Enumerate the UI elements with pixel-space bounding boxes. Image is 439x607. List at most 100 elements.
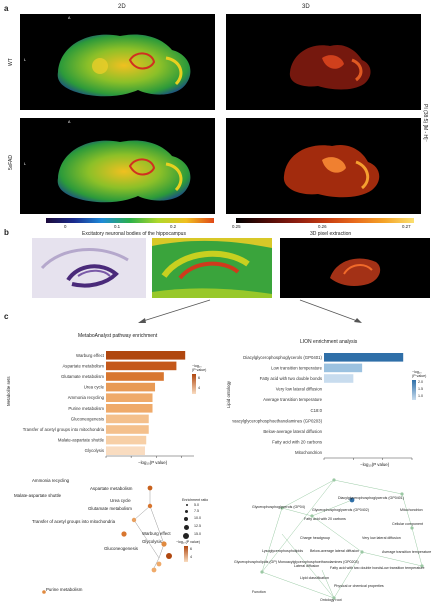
metabo-bar <box>106 404 153 413</box>
axis-l-marker-wt: L <box>24 58 26 62</box>
msi-2d-5xfad-image <box>20 118 215 214</box>
network-right-label-1: Glycerophosphoglycerols (GP04) <box>252 505 305 509</box>
metabo-ylabel: Metabolite sets <box>6 376 11 406</box>
colorbar-3d-tick-1: 0.26 <box>318 224 327 229</box>
lion-x-tick-label: 1 <box>352 461 355 462</box>
column-3d-label: 3D <box>302 4 310 10</box>
metabo-x-tick-label: 0 <box>105 459 108 460</box>
metabo-category-label: Ammonia recycling <box>68 395 105 400</box>
metabo-category-label: Glutamate metabolism <box>61 374 104 379</box>
row-wt-label: WT <box>8 58 14 66</box>
metabo-legend-tick-1: 4 <box>198 386 200 390</box>
colorbar-2d-tick-1: 0.1 <box>114 224 121 229</box>
network-left-p-title: −log₁₀(P value) <box>176 540 200 544</box>
colorbar-3d-tick-0: 0.25 <box>232 224 241 229</box>
lion-title: LION enrichment analysis <box>300 339 358 345</box>
network-left-label-1: Aspartate metabolism <box>90 486 133 491</box>
node-glycolysis <box>156 561 162 567</box>
network-right-label-4: Cellular component <box>392 522 423 526</box>
metabo-legend-gradient <box>192 374 196 394</box>
lion-xlabel: −log₁₀(P value) <box>360 462 390 467</box>
network-right-label-6: Charge headgroup <box>300 536 330 540</box>
network-right-label-7: Very low lateral diffusion <box>362 536 401 540</box>
metabo-category-label: Glycolysis <box>85 448 104 453</box>
panel-a-label: a <box>4 4 9 13</box>
enrichment-ratio-dots <box>183 504 192 540</box>
metabo-legend-title: −log₁₀ (P value) <box>192 364 207 373</box>
node-gluconeogenesis <box>151 567 157 573</box>
metabo-bar <box>106 351 186 360</box>
pixel-extraction-3d-image <box>280 238 430 298</box>
network-right-label-12: Monoacylglycerophosphoethanolamines (GP0… <box>278 560 359 564</box>
metabo-title: MetaboAnalyst pathway enrichment <box>78 333 158 339</box>
network-right-label-17: Physical or chemical properties <box>334 584 384 588</box>
metabo-category-label: Gluconeogenesis <box>71 416 104 421</box>
lion-category-label: Average transition temperature <box>263 397 323 402</box>
metabo-bar <box>106 361 177 371</box>
ion-side-label: PI (38:5) [M - H]⁻ <box>422 104 428 143</box>
enrichment-tick-3: 12.5 <box>194 524 201 528</box>
network-left-label-9: Purine metabolism <box>46 587 83 592</box>
network-right-label-14: Fatty acid with two double bonds <box>330 566 383 570</box>
lion-category-label: Diacylglycerophosphoglycerols (GP0401) <box>243 355 322 360</box>
lion-ylabel: Lipid ontology <box>226 380 231 408</box>
metabo-xlabel: −log₁₀(P value) <box>138 460 168 465</box>
network-left-p-tick-0: 6 <box>190 547 192 551</box>
hippocampus-stain <box>32 238 146 298</box>
network-right-label-16: Lipid classification <box>300 576 329 580</box>
panel-c-label: c <box>4 312 9 321</box>
hippocampus-msi <box>152 238 272 298</box>
lion-category-label: Monoacylglycerophosphoethanolamines (GP0… <box>232 418 323 423</box>
lion-legend-tick-2: 1.0 <box>418 394 423 398</box>
enrichment-ratio-title: Enrichment ratio <box>182 498 209 502</box>
network-right-label-2: Glycerophosphoglycerols (GP0402) <box>312 508 369 512</box>
node-warburg <box>166 553 172 559</box>
network-left-label-3: Urea cycle <box>110 498 131 503</box>
network-right-label-3: Mitochondrion <box>400 508 423 512</box>
panel-b-arrows <box>138 299 362 323</box>
metabo-network <box>42 485 172 594</box>
metabo-bar-chart: Warburg effect Aspartate metabolism Glutam… <box>23 351 194 460</box>
brain-section-2d-wt <box>57 34 191 97</box>
network-right-label-5: Fatty acid with 20 carbons <box>304 517 346 521</box>
metabo-category-label: Urea cycle <box>84 385 105 390</box>
colorbar-2d-tick-0: 0 <box>64 224 67 229</box>
lion-category-label: Below-average lateral diffusion <box>263 429 322 434</box>
metabo-bar <box>106 414 149 424</box>
network-left-label-7: Glycolysis <box>142 539 162 544</box>
lion-category-label: Fatty acid with two double bonds <box>260 376 322 381</box>
brain-volume-3d-wt <box>289 44 371 90</box>
metabo-category-label: Malate-aspartate shuttle <box>58 438 105 443</box>
lion-bar <box>324 353 404 362</box>
network-right-label-15: Low transition temperature <box>382 566 425 570</box>
column-2d-label: 2D <box>118 4 126 10</box>
lion-x-tick-label: 0 <box>323 461 326 462</box>
network-right-label-0: Diacylglycerophosphoglycerols (GP0401) <box>338 496 404 500</box>
metabo-category-label: Purine metabolism <box>68 406 104 411</box>
node-aspartate <box>147 503 153 509</box>
network-left-label-6: Warburg effect <box>142 531 171 536</box>
axis-l-marker-5xfad: L <box>24 162 26 166</box>
lion-bar <box>324 363 363 373</box>
enrichment-tick-4: 15.0 <box>194 532 201 536</box>
lion-bar <box>324 374 354 383</box>
metabo-bar <box>106 372 164 381</box>
network-right-label-9: Below-average lateral diffusion <box>310 549 360 553</box>
node-urea <box>131 517 137 523</box>
axis-a-marker-wt: A <box>68 16 71 20</box>
network-left-label-2: Malate-aspartate shuttle <box>14 493 62 498</box>
network-right-label-11: Glycerophospholipids (GP) <box>234 560 277 564</box>
metabo-legend-tick-0: 6 <box>198 376 200 380</box>
metabo-bar <box>106 446 145 455</box>
lion-category-label: Mitochondrion <box>295 450 323 455</box>
brain-volume-3d-5xfad <box>283 144 380 198</box>
metabo-bar <box>106 435 147 445</box>
lion-category-label: Very low lateral diffusion <box>276 387 323 392</box>
lion-legend-gradient <box>412 380 416 400</box>
network-right-label-10: Average transition temperature <box>382 550 432 554</box>
node-purine <box>42 590 46 594</box>
enrichment-tick-0: 5.0 <box>194 503 199 507</box>
msi-3d-5xfad-image <box>226 118 421 214</box>
lion-legend-tick-0: 2.0 <box>418 380 423 384</box>
colorbar-2d-tick-2: 0.2 <box>170 224 177 229</box>
